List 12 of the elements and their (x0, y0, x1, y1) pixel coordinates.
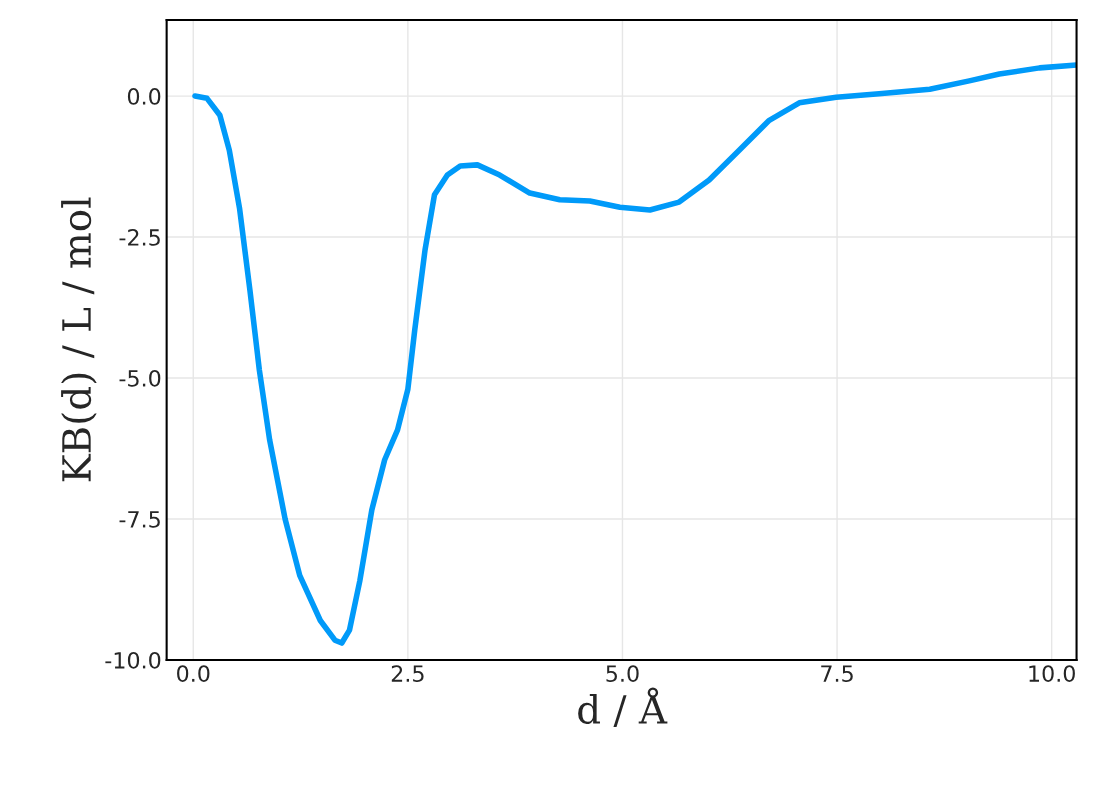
x-tick-label: 0.0 (177, 665, 210, 683)
y-tick-label: -7.5 (119, 511, 160, 528)
y-tick-label: -10.0 (105, 651, 161, 669)
y-tick-label: 0.0 (127, 88, 161, 105)
x-tick-label: 7.5 (821, 665, 853, 683)
y-axis-title: KB(d) / L / mol (61, 197, 97, 482)
x-axis-title: d / Å (578, 687, 668, 728)
y-tick-label: -2.5 (119, 228, 160, 246)
x-tick-label: 10.0 (1029, 665, 1075, 683)
x-tick-label: 5.0 (606, 665, 639, 683)
x-tick-label: 2.5 (391, 665, 424, 683)
y-tick-label: -5.0 (119, 369, 161, 387)
